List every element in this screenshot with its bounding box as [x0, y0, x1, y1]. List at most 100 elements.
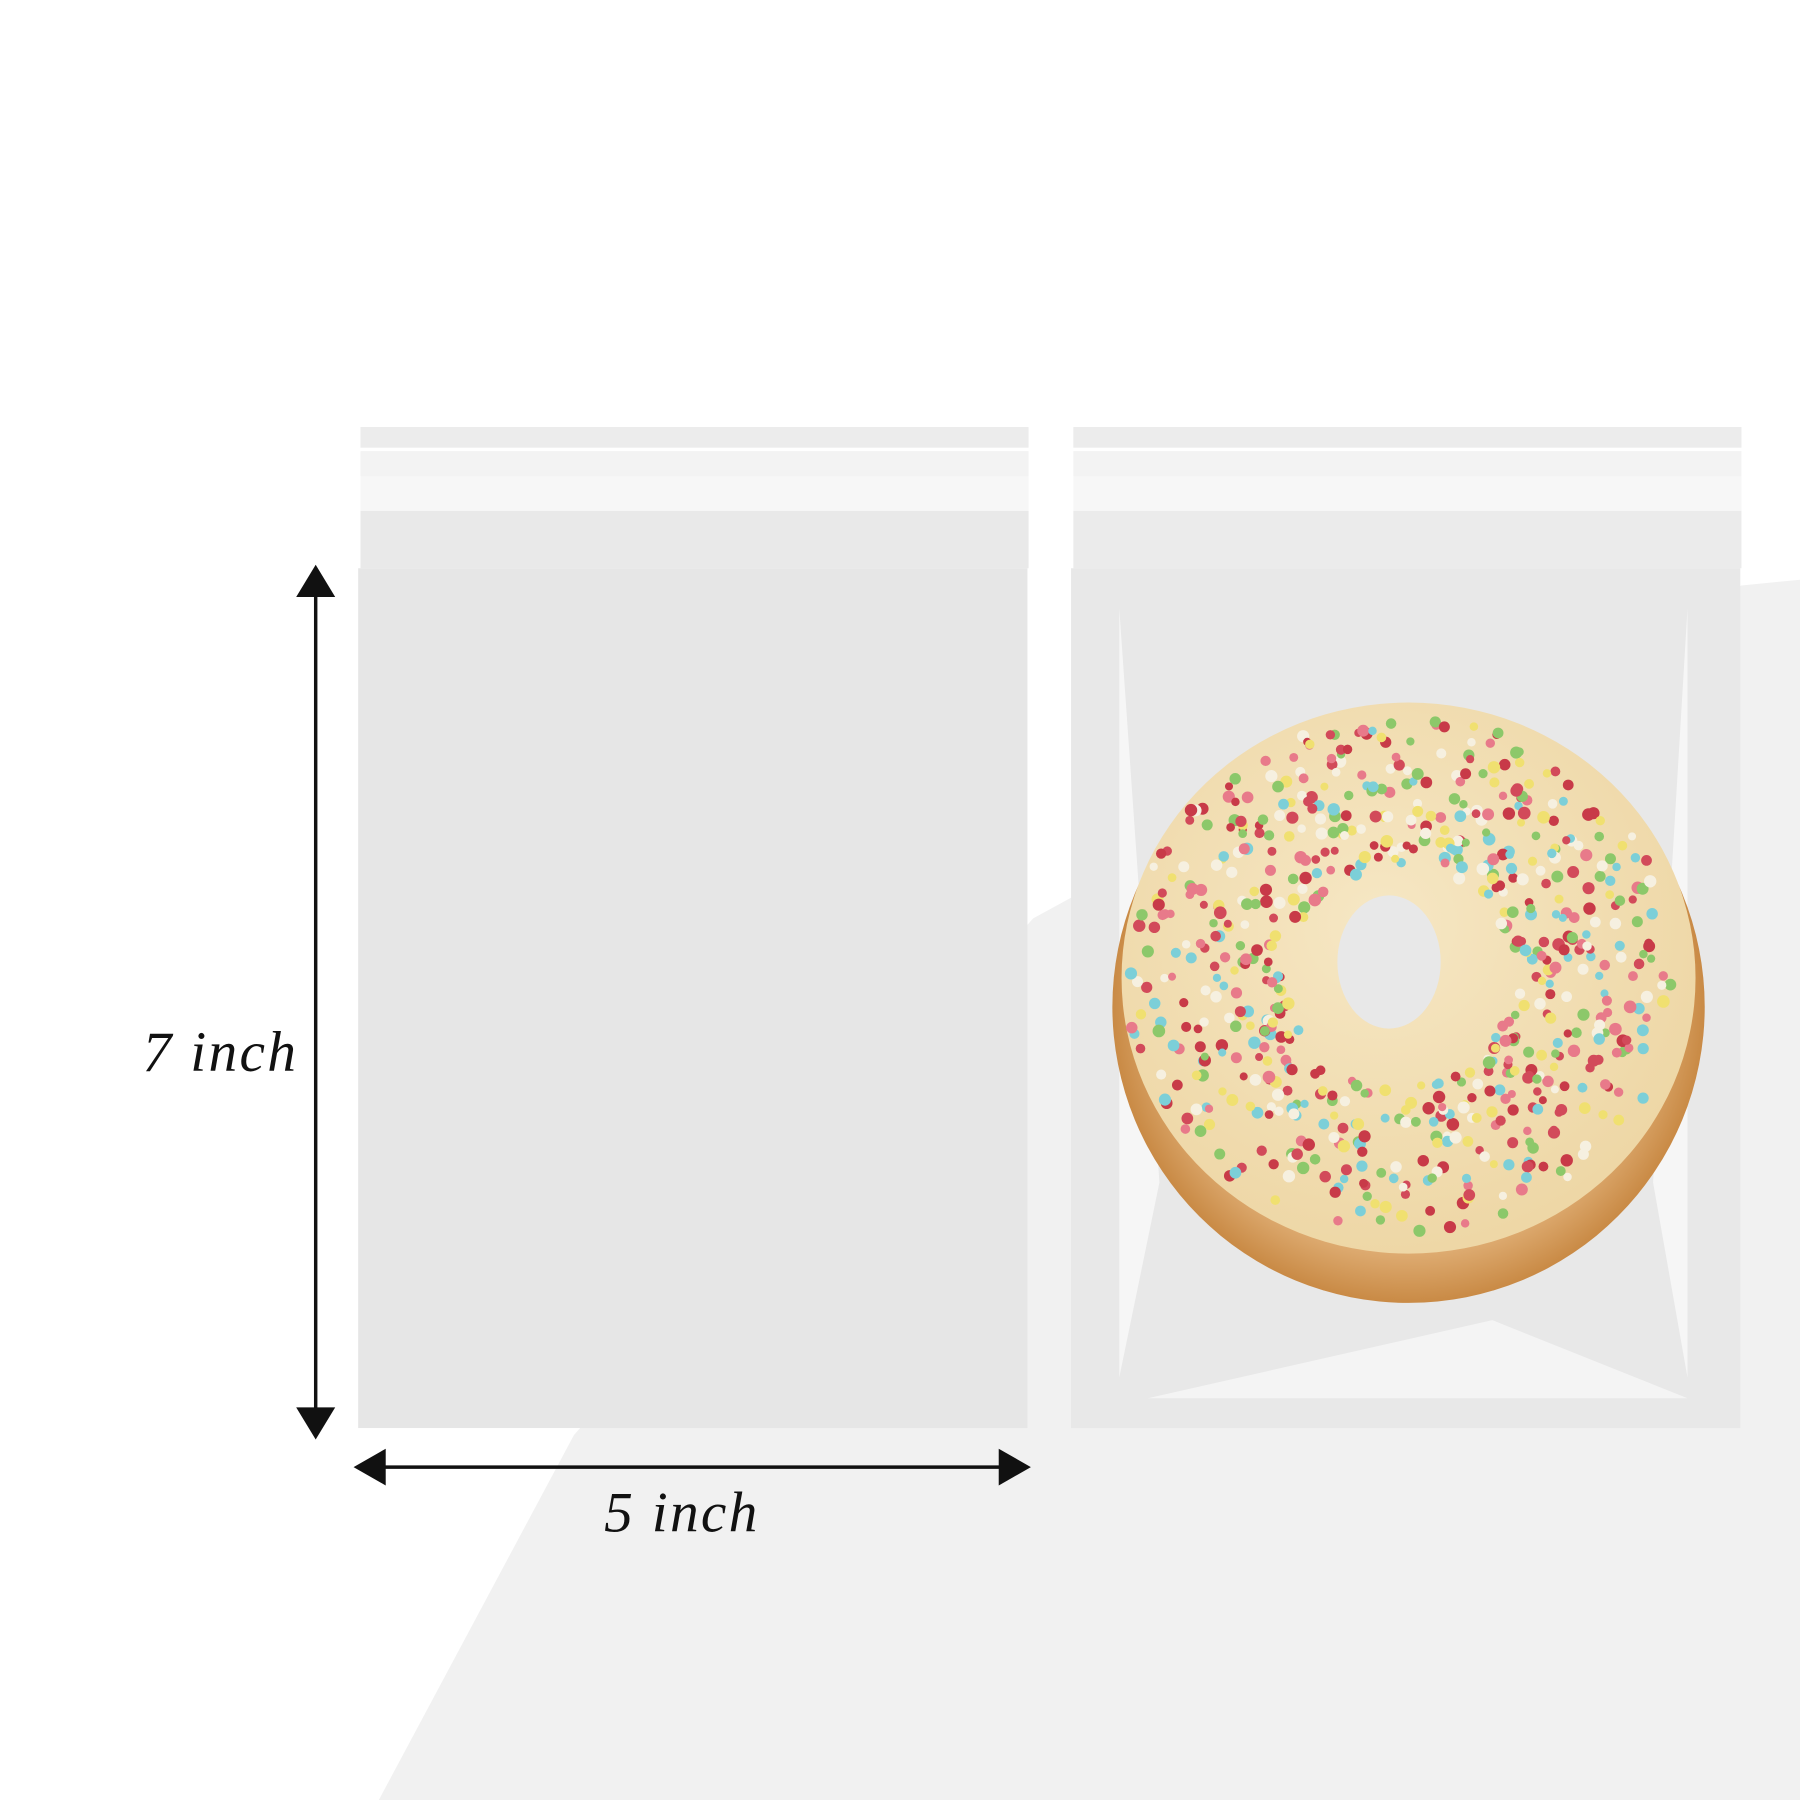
- sprinkle: [1428, 1116, 1439, 1127]
- sprinkle: [1471, 1112, 1482, 1123]
- sprinkle: [1512, 935, 1524, 947]
- sprinkle: [1282, 1085, 1293, 1096]
- sprinkle: [1517, 818, 1526, 827]
- sprinkle: [1637, 1043, 1649, 1055]
- sprinkle: [1435, 812, 1447, 823]
- sprinkle: [1241, 791, 1254, 804]
- sprinkle: [1245, 1021, 1255, 1031]
- sprinkle: [1391, 752, 1401, 762]
- sprinkle: [1531, 831, 1541, 841]
- sprinkle: [1330, 1111, 1339, 1120]
- donut: [1112, 702, 1705, 1303]
- sprinkle: [1524, 779, 1535, 789]
- sprinkle: [1194, 1041, 1206, 1053]
- sprinkle: [1545, 979, 1554, 988]
- sprinkle: [1367, 781, 1379, 793]
- sprinkle: [1181, 940, 1191, 949]
- sprinkle: [1239, 1072, 1248, 1081]
- arrow-head: [296, 1407, 336, 1440]
- sprinkle: [1396, 1209, 1408, 1222]
- sprinkle: [1521, 1172, 1532, 1183]
- sprinkle: [1393, 759, 1405, 771]
- sprinkle: [1152, 898, 1165, 911]
- sprinkle: [1298, 912, 1309, 923]
- sprinkle: [1609, 917, 1622, 930]
- sprinkle: [1630, 853, 1641, 863]
- sprinkle: [1420, 827, 1432, 840]
- sprinkle: [1536, 1049, 1547, 1061]
- sprinkle: [1455, 776, 1466, 787]
- bag-flap-strip: [360, 451, 1029, 477]
- sprinkle: [1646, 908, 1658, 920]
- sprinkle: [1582, 941, 1592, 951]
- sprinkle: [1226, 822, 1235, 832]
- sprinkle: [1168, 972, 1177, 981]
- sprinkle: [1558, 796, 1568, 806]
- sprinkle: [1580, 849, 1593, 862]
- sprinkle: [1483, 889, 1494, 899]
- sprinkle: [1551, 1049, 1560, 1058]
- sprinkle: [1547, 848, 1557, 859]
- sprinkle: [1210, 859, 1223, 871]
- sprinkle: [1487, 761, 1501, 774]
- sprinkle: [1523, 1126, 1532, 1136]
- sprinkle: [1199, 900, 1208, 909]
- sprinkle: [1160, 909, 1170, 919]
- sprinkle: [1566, 932, 1578, 944]
- sprinkle: [1541, 878, 1551, 889]
- sprinkle: [1289, 752, 1299, 762]
- sprinkle: [1499, 1034, 1512, 1047]
- sprinkle: [1398, 1182, 1408, 1192]
- sprinkle: [1219, 952, 1231, 963]
- sprinkle: [1465, 755, 1475, 764]
- bag-with-donut: [1071, 427, 1742, 1429]
- sprinkle: [1582, 882, 1595, 895]
- sprinkle: [1527, 1142, 1539, 1154]
- sprinkle: [1193, 1024, 1203, 1034]
- sprinkle: [1212, 973, 1222, 982]
- sprinkle: [1523, 1046, 1535, 1058]
- sprinkle: [1327, 826, 1340, 839]
- sprinkle: [1309, 1154, 1321, 1165]
- sprinkle: [1657, 980, 1667, 990]
- sprinkle: [1611, 1047, 1622, 1058]
- sprinkle: [1636, 1024, 1649, 1037]
- sprinkle: [1283, 1030, 1293, 1039]
- sprinkle: [1628, 832, 1637, 841]
- sprinkle: [1261, 964, 1271, 974]
- sprinkle: [1503, 1016, 1515, 1027]
- sprinkle: [1502, 807, 1516, 820]
- sprinkle: [1287, 873, 1299, 885]
- sprinkle: [1132, 976, 1144, 988]
- sprinkle: [1628, 895, 1637, 904]
- sprinkle: [1315, 827, 1328, 840]
- sprinkle: [1379, 1200, 1392, 1214]
- sprinkle: [1577, 1082, 1588, 1093]
- sprinkle: [1356, 1160, 1368, 1172]
- sprinkle: [1509, 1065, 1520, 1076]
- sprinkle: [1148, 921, 1161, 934]
- sprinkle: [1463, 1189, 1476, 1201]
- sprinkle: [1527, 856, 1538, 866]
- sprinkle: [1259, 1026, 1270, 1037]
- sprinkle: [1262, 1056, 1273, 1066]
- sprinkle: [1264, 1110, 1274, 1119]
- sprinkle: [1269, 913, 1279, 923]
- sprinkle: [1319, 1170, 1331, 1183]
- sprinkle: [1238, 829, 1248, 839]
- sprinkle: [1510, 784, 1523, 797]
- sprinkle: [1133, 919, 1146, 932]
- sprinkle: [1250, 898, 1261, 910]
- sprinkle: [1152, 1024, 1166, 1038]
- sprinkle: [1209, 961, 1220, 972]
- sprinkle: [1533, 1087, 1542, 1096]
- sprinkle: [1614, 895, 1626, 906]
- sprinkle: [1507, 1137, 1519, 1149]
- sprinkle: [1427, 1173, 1437, 1183]
- sprinkle: [1582, 930, 1591, 939]
- sprinkle: [1482, 828, 1491, 837]
- sprinkle: [1445, 843, 1455, 853]
- sprinkle: [1358, 1130, 1371, 1143]
- sprinkle: [1300, 1099, 1309, 1109]
- sprinkle: [1545, 1012, 1557, 1024]
